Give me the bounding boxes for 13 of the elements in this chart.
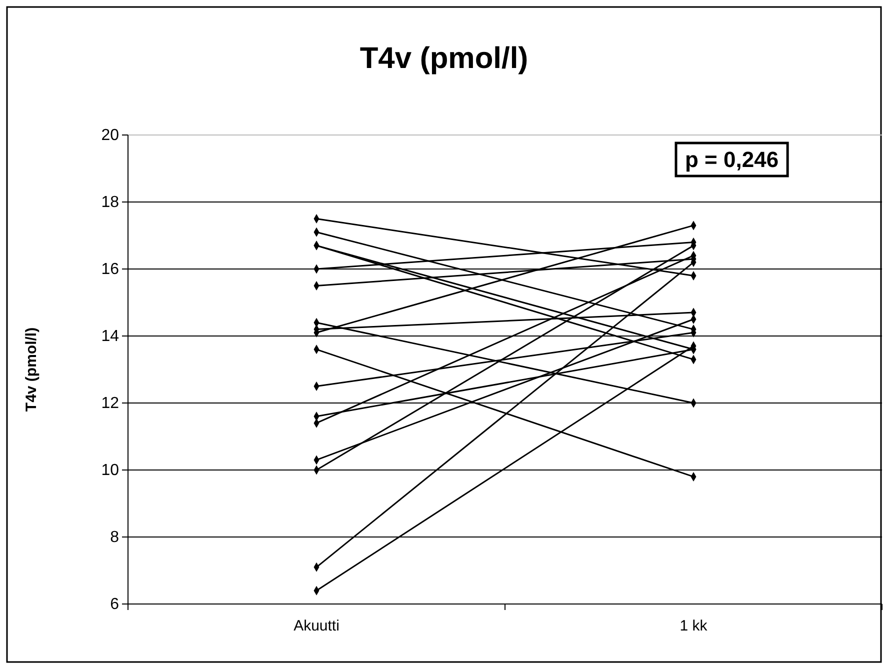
annotation: p = 0,246	[685, 147, 779, 172]
y-tick-label: 6	[110, 596, 120, 614]
y-tick-label: 8	[110, 529, 120, 546]
y-axis-title: T4v (pmol/l)	[23, 327, 40, 412]
y-tick-label: 14	[101, 328, 120, 346]
x-tick-label: 1 kk	[680, 618, 708, 635]
y-tick-label: 12	[101, 395, 120, 412]
y-tick-label: 18	[101, 194, 120, 212]
x-tick-label: Akuutti	[294, 618, 340, 635]
chart-title: T4v (pmol/l)	[360, 42, 528, 75]
y-tick-label: 16	[101, 261, 120, 278]
y-tick-label: 10	[101, 462, 120, 480]
y-tick-label: 20	[101, 127, 120, 144]
